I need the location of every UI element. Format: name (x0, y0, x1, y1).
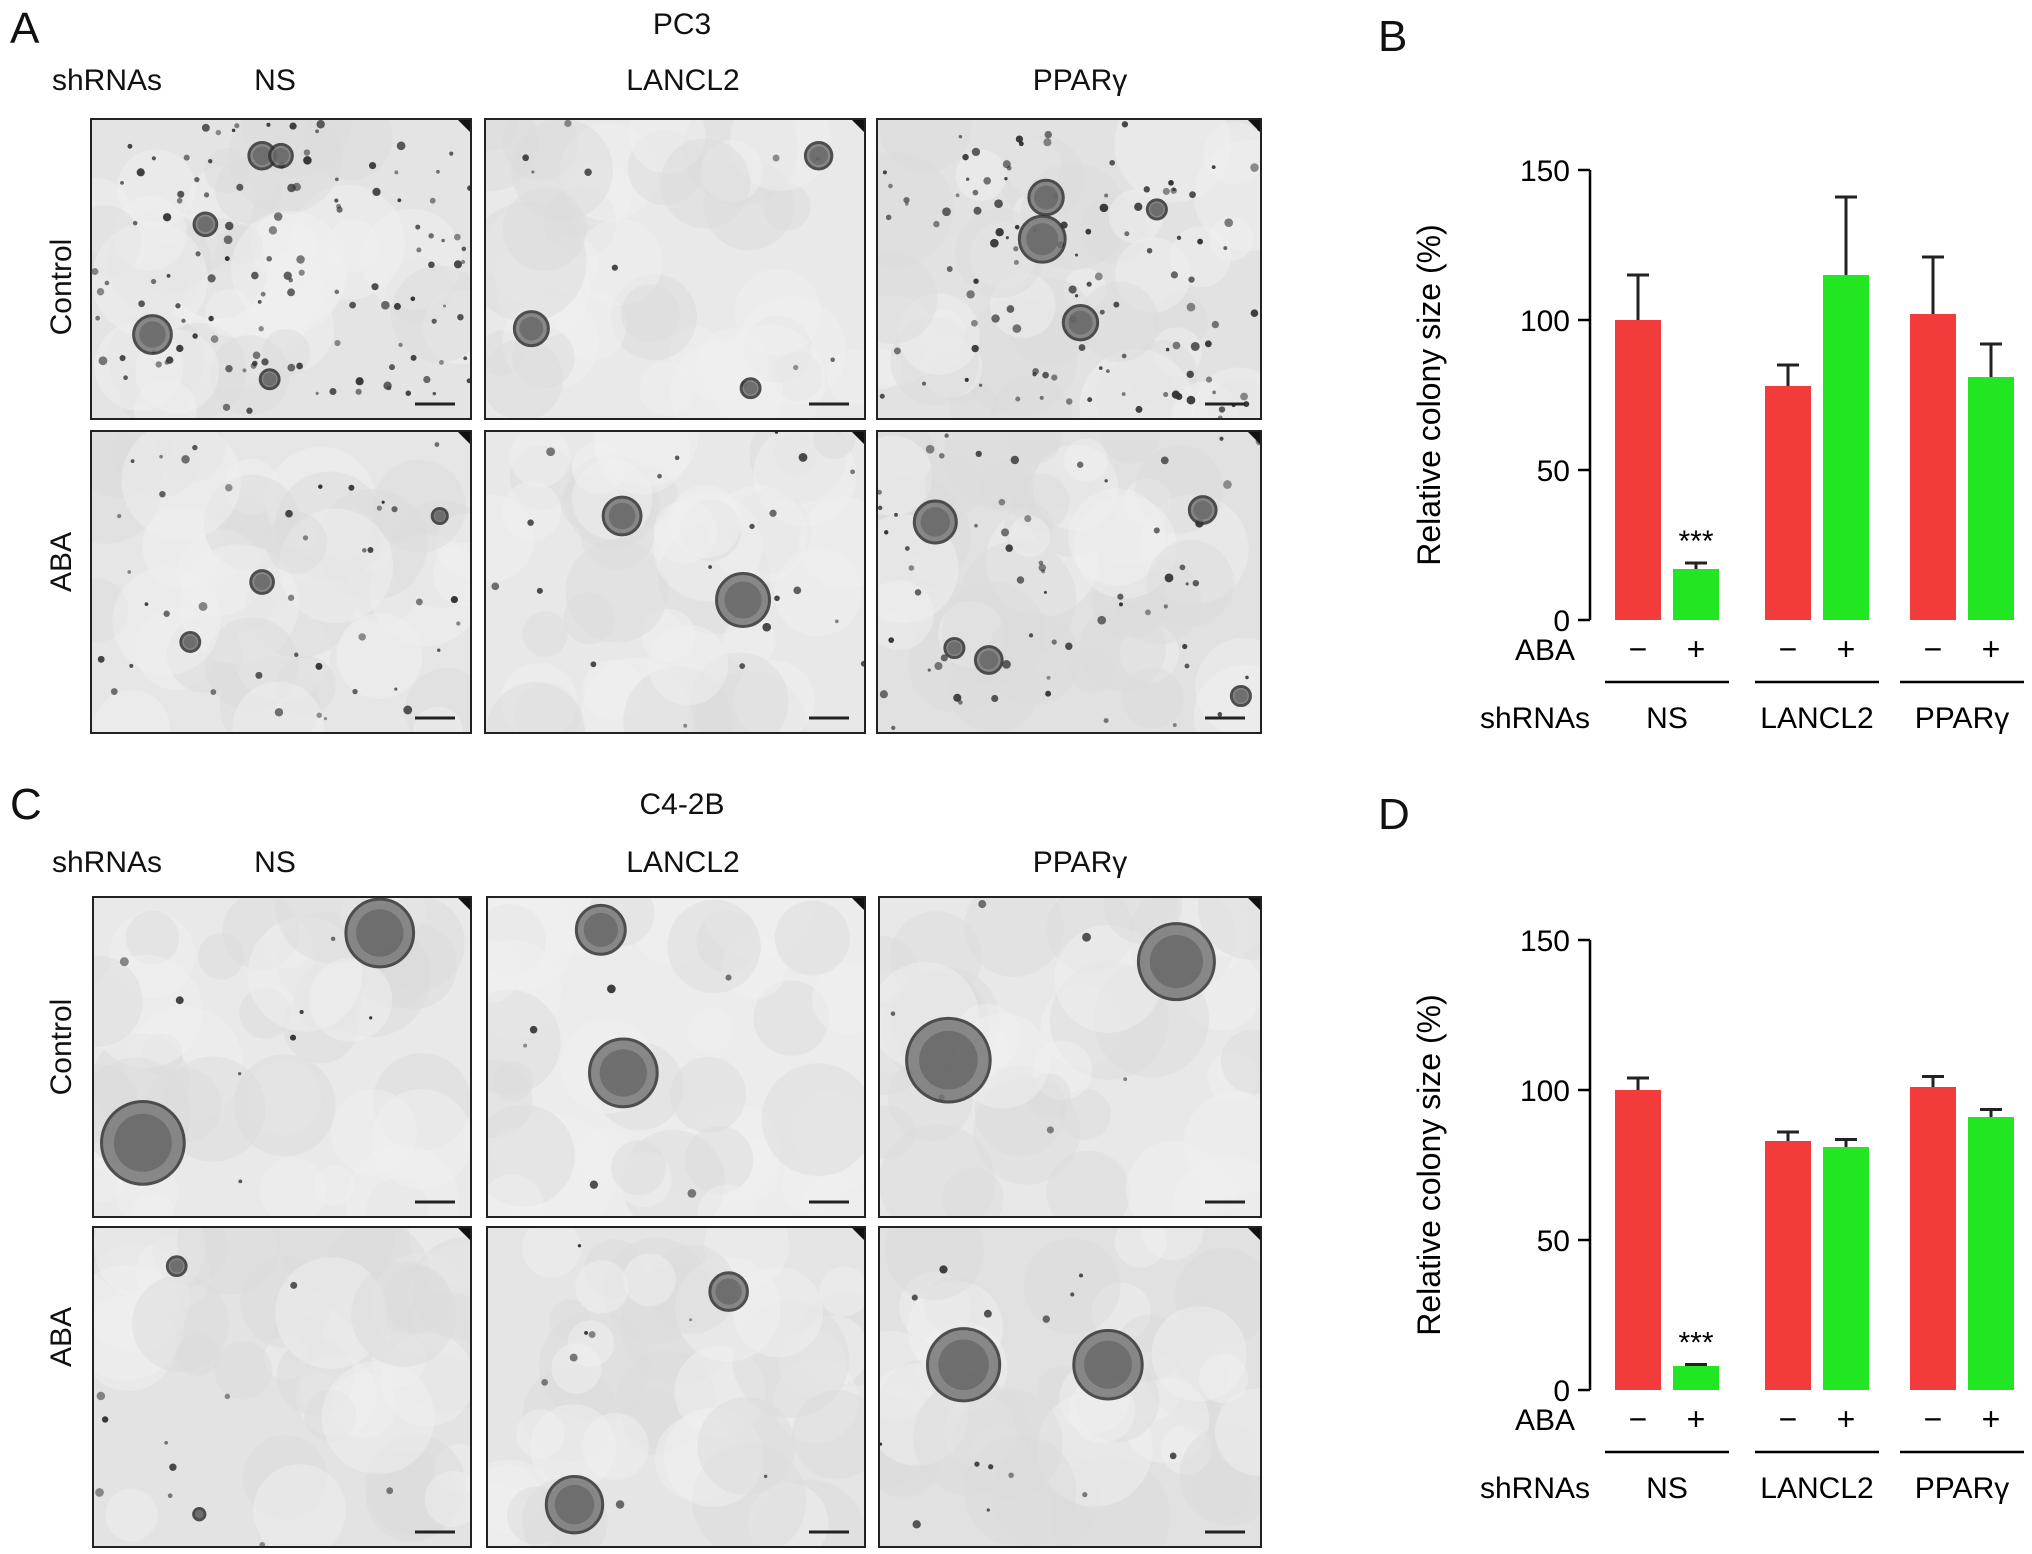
bar-b-LANCL2-control (1765, 386, 1811, 620)
group-label-d-0: NS (1646, 1472, 1688, 1505)
col-head-ppar-c: PPARγ (1032, 846, 1128, 879)
cell-line-title-c42b: C4-2B (639, 788, 725, 821)
significance-b: *** (1678, 525, 1713, 558)
y-tick-label-d-0: 0 (1553, 1375, 1570, 1408)
bar-b-LANCL2-aba (1823, 275, 1869, 620)
bar-d-NS-aba (1673, 1366, 1719, 1390)
group-label-d-1: LANCL2 (1760, 1472, 1873, 1505)
aba-mark-d-LANCL2-1: + (1837, 1401, 1856, 1437)
aba-mark-b-LANCL2-1: + (1837, 631, 1856, 667)
panel-letter-d: D (1378, 790, 1410, 839)
micrograph-pc3-ppar-control (876, 118, 1262, 420)
aba-row-label-b: ABA (1515, 634, 1575, 667)
group-label-b-0: NS (1646, 702, 1688, 735)
micrograph-c42b-ppar-aba (878, 1226, 1262, 1548)
aba-mark-b-PPARγ-0: − (1924, 631, 1943, 667)
y-tick-label-d-150: 150 (1520, 925, 1570, 958)
aba-mark-d-NS-0: − (1629, 1401, 1648, 1437)
aba-mark-b-NS-1: + (1687, 631, 1706, 667)
aba-mark-b-NS-0: − (1629, 631, 1648, 667)
micrograph-c42b-lancl2-aba (486, 1226, 866, 1548)
shrnas-label-c: shRNAs (52, 846, 163, 879)
panel-letter-c: C (10, 780, 42, 829)
col-head-ns-c: NS (254, 846, 296, 879)
aba-mark-d-PPARγ-0: − (1924, 1401, 1943, 1437)
aba-mark-b-LANCL2-0: − (1779, 631, 1798, 667)
micrograph-pc3-ns-aba (90, 430, 472, 734)
shrnas-row-label-b: shRNAs (1480, 702, 1590, 735)
bar-b-PPARγ-aba (1968, 377, 2014, 620)
micrograph-pc3-lancl2-control (484, 118, 866, 420)
significance-d: *** (1678, 1327, 1713, 1360)
group-label-b-2: PPARγ (1915, 702, 2009, 735)
row-head-control-c: Control (45, 998, 78, 1096)
aba-mark-b-PPARγ-1: + (1982, 631, 2001, 667)
col-head-lancl2-c: LANCL2 (626, 846, 740, 879)
bar-d-LANCL2-control (1765, 1141, 1811, 1390)
micrograph-pc3-lancl2-aba (484, 430, 866, 734)
bar-chart-d: Relative colony size (%) 0 50 100 150 − *** + − +… (1411, 925, 2024, 1505)
panel-letter-a: A (10, 4, 40, 53)
row-head-control-a: Control (45, 238, 78, 336)
col-head-lancl2-a: LANCL2 (626, 64, 740, 97)
bar-d-LANCL2-aba (1823, 1147, 1869, 1390)
bar-d-NS-control (1615, 1090, 1661, 1390)
aba-mark-d-LANCL2-0: − (1779, 1401, 1798, 1437)
shrnas-label-a: shRNAs (52, 64, 163, 97)
micrograph-c42b-ns-aba (92, 1226, 472, 1548)
bar-d-PPARγ-control (1910, 1087, 1956, 1390)
shrnas-row-label-d: shRNAs (1480, 1472, 1590, 1505)
micrograph-c42b-ppar-control (878, 896, 1262, 1218)
row-head-aba-c: ABA (45, 1306, 78, 1368)
panel-letter-b: B (1378, 12, 1408, 61)
aba-mark-d-PPARγ-1: + (1982, 1401, 2001, 1437)
y-axis-label-d: Relative colony size (%) (1411, 994, 1447, 1335)
bar-b-NS-aba (1673, 569, 1719, 620)
y-tick-label-b-150: 150 (1520, 155, 1570, 188)
bar-chart-b: Relative colony size (%) 0 50 100 150 − *** + − +… (1411, 155, 2024, 735)
aba-row-label-d: ABA (1515, 1404, 1575, 1437)
cell-line-title-pc3: PC3 (652, 8, 712, 41)
bar-b-PPARγ-control (1910, 314, 1956, 620)
group-label-d-2: PPARγ (1915, 1472, 2009, 1505)
y-tick-label-b-100: 100 (1520, 305, 1570, 338)
bar-d-PPARγ-aba (1968, 1117, 2014, 1390)
row-head-aba-a: ABA (45, 531, 78, 593)
col-head-ppar-a: PPARγ (1032, 64, 1128, 97)
micrograph-pc3-ns-control (90, 118, 472, 420)
bar-b-NS-control (1615, 320, 1661, 620)
micrograph-c42b-lancl2-control (486, 896, 866, 1218)
y-axis-label-b: Relative colony size (%) (1411, 224, 1447, 565)
micrograph-c42b-ns-control (92, 896, 472, 1218)
y-tick-label-b-50: 50 (1537, 455, 1570, 488)
micrograph-pc3-ppar-aba (876, 430, 1262, 734)
col-head-ns-a: NS (254, 64, 296, 97)
y-tick-label-b-0: 0 (1553, 605, 1570, 638)
aba-mark-d-NS-1: + (1687, 1401, 1706, 1437)
group-label-b-1: LANCL2 (1760, 702, 1873, 735)
y-tick-label-d-100: 100 (1520, 1075, 1570, 1108)
y-tick-label-d-50: 50 (1537, 1225, 1570, 1258)
